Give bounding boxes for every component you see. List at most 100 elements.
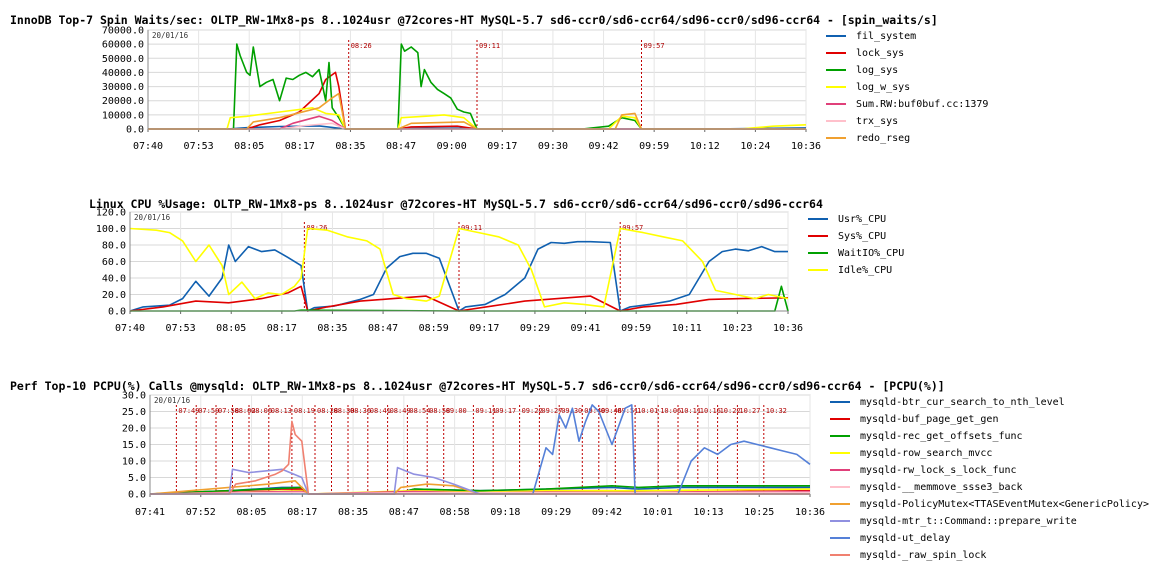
y-tick-label: 30000.0 bbox=[102, 82, 144, 93]
series-line bbox=[150, 404, 811, 495]
chart-title: Linux CPU %Usage: OLTP_RW-1Mx8-ps 8..102… bbox=[89, 197, 823, 212]
marker-label: 07:58 bbox=[218, 407, 239, 415]
y-tick-label: 20.0 bbox=[102, 290, 126, 301]
x-tick-label: 07:40 bbox=[115, 323, 145, 334]
x-tick-label: 09:00 bbox=[437, 141, 467, 152]
series-line bbox=[129, 227, 789, 308]
series-line bbox=[150, 420, 810, 495]
chart-title: InnoDB Top-7 Spin Waits/sec: OLTP_RW-1Mx… bbox=[10, 13, 938, 28]
marker-label: 10:01 bbox=[637, 407, 658, 415]
x-tick-label: 07:52 bbox=[186, 507, 216, 518]
y-tick-label: 60.0 bbox=[102, 257, 126, 268]
legend-label: mysqld-PolicyMutex<TTASEventMutex<Generi… bbox=[860, 499, 1149, 510]
y-tick-label: 80.0 bbox=[102, 241, 126, 252]
marker-label: 09:17 bbox=[495, 407, 516, 415]
marker-label: 07:50 bbox=[198, 407, 219, 415]
x-tick-label: 09:18 bbox=[490, 507, 520, 518]
y-tick-label: 0.0 bbox=[108, 307, 126, 318]
marker-label: 09:51 bbox=[617, 407, 638, 415]
x-tick-label: 08:35 bbox=[335, 141, 365, 152]
x-tick-label: 07:40 bbox=[133, 141, 163, 152]
marker-label: 10:32 bbox=[766, 407, 787, 415]
y-tick-label: 20.0 bbox=[122, 424, 146, 435]
x-tick-label: 08:47 bbox=[386, 141, 416, 152]
x-tick-label: 09:30 bbox=[538, 141, 568, 152]
marker-label: 09:40 bbox=[584, 407, 605, 415]
series-line bbox=[129, 285, 789, 312]
y-tick-label: 70000.0 bbox=[102, 26, 144, 37]
marker-label: 10:22 bbox=[720, 407, 741, 415]
marker-label: 09:57 bbox=[622, 224, 643, 232]
y-tick-label: 100.0 bbox=[96, 224, 126, 235]
y-tick-label: 15.0 bbox=[122, 440, 146, 451]
marker-label: 10:27 bbox=[739, 407, 760, 415]
x-tick-label: 08:05 bbox=[234, 141, 264, 152]
marker-label: 08:26 bbox=[351, 42, 372, 50]
legend-label: log_w_sys bbox=[856, 82, 910, 93]
x-tick-label: 10:12 bbox=[690, 141, 720, 152]
series-line bbox=[148, 71, 806, 130]
marker-label: 08:26 bbox=[306, 224, 327, 232]
marker-label: 10:06 bbox=[660, 407, 681, 415]
y-tick-label: 20000.0 bbox=[102, 96, 144, 107]
marker-label: 08:30 bbox=[334, 407, 355, 415]
x-tick-label: 09:42 bbox=[588, 141, 618, 152]
legend-label: Idle%_CPU bbox=[838, 265, 892, 276]
x-tick-label: 09:42 bbox=[592, 507, 622, 518]
marker-label: 08:02 bbox=[235, 407, 256, 415]
x-tick-label: 08:35 bbox=[338, 507, 368, 518]
chart-2: Linux CPU %Usage: OLTP_RW-1Mx8-ps 8..102… bbox=[89, 197, 904, 334]
y-tick-label: 25.0 bbox=[122, 407, 146, 418]
x-tick-label: 10:13 bbox=[693, 507, 723, 518]
x-tick-label: 08:35 bbox=[317, 323, 347, 334]
marker-label: 08:06 bbox=[251, 407, 272, 415]
x-tick-label: 10:24 bbox=[740, 141, 770, 152]
x-tick-label: 10:36 bbox=[795, 507, 825, 518]
marker-label: 09:11 bbox=[461, 224, 482, 232]
x-tick-label: 08:05 bbox=[216, 323, 246, 334]
legend-label: mysqld-rec_get_offsets_func bbox=[860, 431, 1023, 442]
y-tick-label: 120.0 bbox=[96, 208, 126, 219]
legend-label: mysqld-mtr_t::Command::prepare_write bbox=[860, 516, 1077, 527]
marker-label: 07:49 bbox=[178, 407, 199, 415]
legend-label: fil_system bbox=[856, 31, 916, 42]
y-tick-label: 10000.0 bbox=[102, 110, 144, 121]
x-tick-label: 09:59 bbox=[621, 323, 651, 334]
x-tick-label: 10:23 bbox=[722, 323, 752, 334]
marker-label: 08:13 bbox=[271, 407, 292, 415]
series-line bbox=[129, 240, 788, 312]
y-tick-label: 40.0 bbox=[102, 274, 126, 285]
marker-label: 08:49 bbox=[390, 407, 411, 415]
x-tick-label: 07:41 bbox=[135, 507, 165, 518]
y-tick-label: 5.0 bbox=[128, 473, 146, 484]
x-tick-label: 09:59 bbox=[639, 141, 669, 152]
x-tick-label: 10:36 bbox=[791, 141, 821, 152]
x-tick-label: 09:17 bbox=[469, 323, 499, 334]
legend-label: mysqld-_raw_spin_lock bbox=[860, 550, 986, 561]
marker-label: 09:00 bbox=[446, 407, 467, 415]
x-tick-label: 09:29 bbox=[541, 507, 571, 518]
marker-label: 08:54 bbox=[409, 407, 430, 415]
legend-label: WaitIO%_CPU bbox=[838, 248, 904, 259]
x-tick-label: 09:29 bbox=[520, 323, 550, 334]
marker-label: 08:36 bbox=[350, 407, 371, 415]
x-tick-label: 08:59 bbox=[419, 323, 449, 334]
marker-label: 10:11 bbox=[680, 407, 701, 415]
marker-label: 09:46 bbox=[601, 407, 622, 415]
marker-label: 08:28 bbox=[317, 407, 338, 415]
x-tick-label: 08:05 bbox=[236, 507, 266, 518]
legend-label: mysqld-ut_delay bbox=[860, 533, 950, 544]
marker-label: 08:41 bbox=[370, 407, 391, 415]
x-tick-label: 08:17 bbox=[287, 507, 317, 518]
x-tick-label: 10:11 bbox=[672, 323, 702, 334]
x-tick-label: 08:47 bbox=[368, 323, 398, 334]
x-tick-label: 07:53 bbox=[166, 323, 196, 334]
y-tick-label: 0.0 bbox=[126, 125, 144, 136]
legend-label: mysqld-btr_cur_search_to_nth_level bbox=[860, 397, 1065, 408]
legend-label: redo_rseg bbox=[856, 133, 910, 144]
x-tick-label: 09:41 bbox=[570, 323, 600, 334]
x-tick-label: 10:25 bbox=[744, 507, 774, 518]
marker-label: 09:27 bbox=[541, 407, 562, 415]
x-tick-label: 07:53 bbox=[184, 141, 214, 152]
